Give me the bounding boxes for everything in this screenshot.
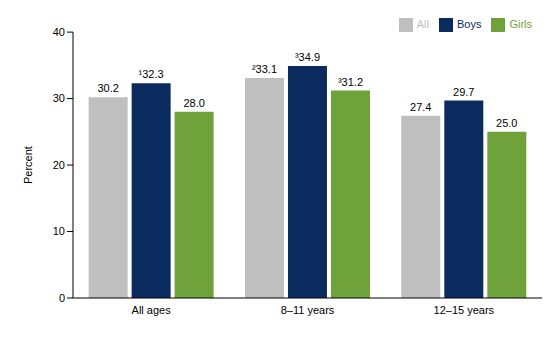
svg-text:³34.9: ³34.9 [295, 51, 320, 63]
svg-text:Percent: Percent [22, 146, 34, 184]
svg-text:27.4: 27.4 [410, 101, 431, 113]
svg-text:20: 20 [53, 159, 65, 171]
svg-text:All ages: All ages [132, 304, 172, 316]
svg-text:25.0: 25.0 [496, 117, 517, 129]
svg-text:28.0: 28.0 [183, 97, 204, 109]
svg-text:0: 0 [59, 292, 65, 304]
svg-text:30.2: 30.2 [97, 82, 118, 94]
svg-text:12–15 years: 12–15 years [434, 304, 495, 316]
svg-text:30: 30 [53, 92, 65, 104]
svg-text:10: 10 [53, 225, 65, 237]
svg-text:³31.2: ³31.2 [338, 76, 363, 88]
svg-text:²33.1: ²33.1 [252, 63, 277, 75]
html-text:Boys: Boys [456, 18, 482, 30]
svg-text:29.7: 29.7 [453, 86, 474, 98]
svg-text:40: 40 [53, 26, 65, 38]
svg-text:8–11 years: 8–11 years [281, 304, 335, 316]
svg-text:¹32.3: ¹32.3 [139, 68, 164, 80]
html-text:Girls: Girls [509, 18, 532, 30]
html-text:All: All [416, 18, 429, 30]
